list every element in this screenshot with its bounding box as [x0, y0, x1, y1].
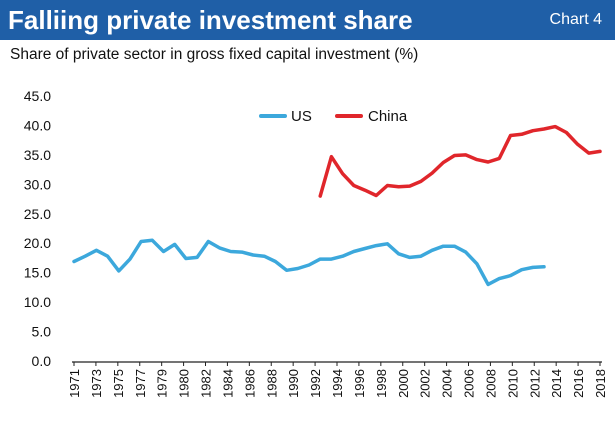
x-tick-label: 1988	[264, 369, 279, 398]
x-tick-label: 1986	[242, 369, 257, 398]
x-tick-label: 1990	[286, 369, 301, 398]
x-tick-label: 2016	[571, 369, 586, 398]
chart-title: Falliing private investment share	[8, 5, 413, 35]
legend: US China	[259, 108, 408, 125]
x-tick-label: 1973	[89, 369, 104, 398]
y-tick-label: 10.0	[24, 294, 51, 310]
x-tick-label: 1992	[308, 369, 323, 398]
y-axis-ticks: 0.0 5.0 10.0 15.0 20.0 25.0 30.0 35.0 40.0 45.0	[24, 88, 51, 369]
chart-subtitle: Share of private sector in gross fixed c…	[10, 46, 419, 63]
y-tick-label: 40.0	[24, 117, 51, 133]
x-tick-label: 2000	[396, 369, 411, 398]
x-tick-label: 1984	[220, 369, 235, 398]
x-axis-ticks: 1971 1973 1975 1977 1979 1980 1982 1984 1986 1988…	[67, 362, 608, 398]
y-tick-label: 5.0	[32, 324, 52, 340]
x-tick-label: 2018	[593, 369, 608, 398]
y-tick-label: 45.0	[24, 88, 51, 104]
y-tick-label: 20.0	[24, 235, 51, 251]
x-tick-label: 1975	[111, 369, 126, 398]
series-line-us	[72, 238, 546, 287]
y-tick-label: 15.0	[24, 265, 51, 281]
x-tick-label: 2002	[418, 369, 433, 398]
legend-china-label: China	[368, 108, 408, 125]
header-bar: Falliing private investment share Chart …	[0, 0, 615, 40]
x-tick-label: 2012	[527, 369, 542, 398]
x-tick-label: 1971	[67, 369, 82, 398]
x-tick-label: 1982	[199, 369, 214, 398]
y-tick-label: 25.0	[24, 206, 51, 222]
y-tick-label: 0.0	[32, 353, 52, 369]
x-tick-label: 1977	[133, 369, 148, 398]
legend-us-label: US	[291, 108, 312, 125]
x-tick-label: 1979	[155, 369, 170, 398]
x-tick-label: 2010	[505, 369, 520, 398]
series-layer	[72, 124, 602, 287]
x-tick-label: 2006	[462, 369, 477, 398]
x-tick-label: 2004	[440, 369, 455, 398]
chart-number-label: Chart 4	[549, 11, 602, 28]
x-tick-label: 1994	[330, 369, 345, 398]
x-tick-label: 2008	[483, 369, 498, 398]
x-tick-label: 2014	[549, 369, 564, 398]
x-tick-label: 1998	[374, 369, 389, 398]
x-tick-label: 1996	[352, 369, 367, 398]
y-tick-label: 30.0	[24, 176, 51, 192]
x-tick-label: 1980	[177, 369, 192, 398]
series-line-china	[318, 124, 602, 198]
y-tick-label: 35.0	[24, 147, 51, 163]
